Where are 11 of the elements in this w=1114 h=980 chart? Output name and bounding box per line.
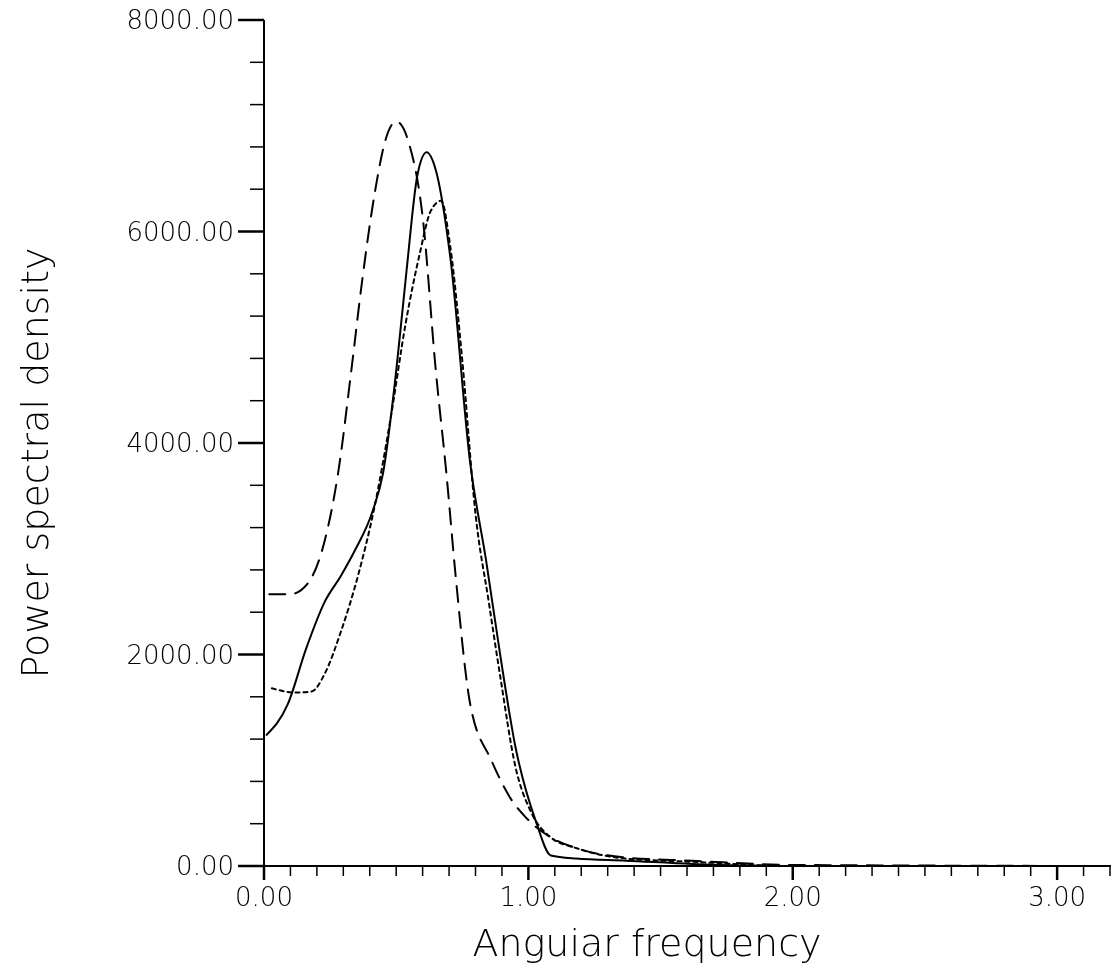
y-axis-title: Power spectral density: [13, 247, 57, 679]
x-axis-title: Anguiar frequency: [472, 921, 822, 965]
y-tick-label: 8000.00: [126, 5, 234, 35]
x-tick-label: 3.00: [1028, 882, 1087, 912]
x-tick-label: 2.00: [763, 882, 822, 912]
y-tick-label: 4000.00: [126, 428, 234, 458]
y-tick-label: 2000.00: [126, 639, 234, 670]
x-tick-label: 0.00: [235, 882, 293, 912]
y-tick-label: 0.00: [176, 851, 234, 881]
x-tick-label: 1.00: [499, 882, 558, 912]
y-tick-label: 6000.00: [126, 216, 234, 247]
